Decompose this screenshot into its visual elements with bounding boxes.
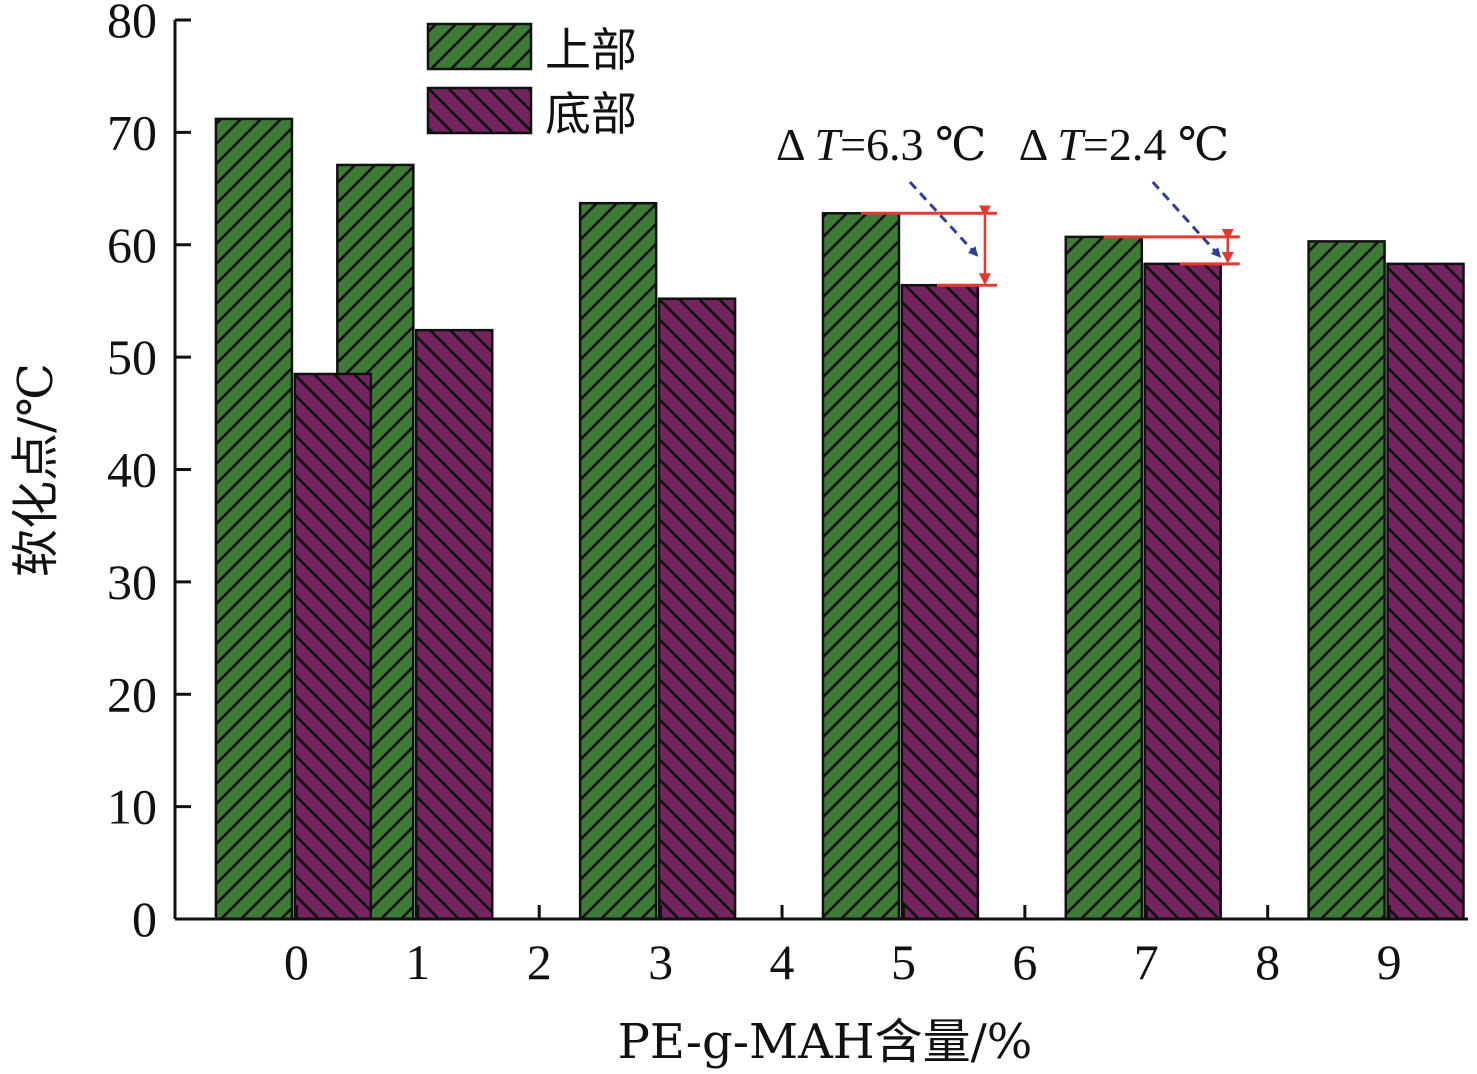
bar-bottom-3 [900,283,980,921]
bar-top-4 [1064,235,1144,921]
y-tick-label-40: 40 [107,442,157,498]
bar-bottom-5 [1386,262,1465,921]
y-tick-label-30: 30 [107,554,157,610]
x-axis-title: PE-g-MAH含量/% [618,1014,1033,1070]
delta-label-1: Δ T=2.4 ℃ [1019,119,1230,170]
x-tick-label-7: 7 [1134,934,1159,990]
bar-bottom-0 [293,372,373,921]
bar-top-3 [821,212,901,921]
legend-swatch-top [426,22,533,71]
axes: 0 10 20 30 40 50 60 70 80 0 1 2 3 4 5 6 7 8 9 [107,0,1468,990]
y-tick-label-10: 10 [107,779,157,835]
bar-bottom-4 [1143,262,1222,921]
delta-pointer-arrow-0 [908,180,979,257]
delta-label-0: Δ T=6.3 ℃ [776,119,987,170]
bar-bottom-1 [414,328,494,921]
bars [214,117,1465,921]
x-tick-label-9: 9 [1377,934,1402,990]
y-tick-label-20: 20 [107,666,157,722]
y-tick-label-60: 60 [107,217,157,273]
y-tick-label-0: 0 [132,891,157,947]
x-tick-label-3: 3 [648,934,673,990]
legend-swatch-bottom [426,86,533,135]
y-tick-label-70: 70 [107,104,157,160]
y-tick-label-80: 80 [107,0,157,48]
legend: 上部 底部 [426,22,637,141]
x-tick-label-2: 2 [527,934,552,990]
bar-top-2 [578,201,658,921]
x-tick-label-8: 8 [1255,934,1280,990]
y-tick-label-50: 50 [107,329,157,385]
legend-label-bottom: 底部 [545,87,637,141]
x-tick-label-4: 4 [770,934,795,990]
x-tick-label-1: 1 [405,934,430,990]
x-tick-label-6: 6 [1012,934,1037,990]
bar-bottom-2 [657,297,737,921]
y-axis-title: 软化点/℃ [8,363,64,577]
bar-top-0 [214,117,294,921]
legend-label-top: 上部 [545,23,637,77]
bar-top-5 [1307,240,1386,921]
x-tick-label-0: 0 [284,934,309,990]
x-tick-label-5: 5 [891,934,916,990]
delta-pointer-arrow-1 [1151,180,1222,258]
annotations: Δ T=6.3 ℃ Δ T=2.4 ℃ [776,119,1240,287]
